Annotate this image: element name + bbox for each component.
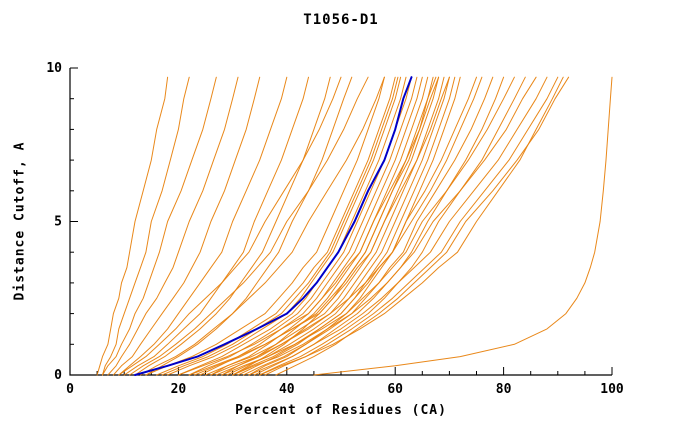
series-model-10: [118, 76, 342, 376]
series-model-23: [215, 76, 445, 376]
series-model-02: [102, 76, 190, 376]
x-tick-label: 80: [496, 382, 512, 397]
x-tick-label: 0: [66, 382, 74, 397]
series-model-11: [129, 76, 369, 376]
series-model-40: [259, 76, 564, 376]
series-highlighted-model: [134, 76, 413, 376]
series-model-33: [259, 76, 526, 376]
series-model-03: [102, 76, 217, 376]
series-model-39-outlier: [313, 76, 613, 376]
series-model-04: [107, 76, 239, 376]
x-tick-label: 20: [171, 382, 187, 397]
y-tick-label: 0: [54, 368, 62, 383]
series-model-15: [167, 76, 402, 376]
y-axis-label: Distance Cutoff, A: [12, 141, 28, 301]
x-tick-label: 40: [279, 382, 295, 397]
series-model-05: [112, 76, 261, 376]
series-model-07: [123, 76, 309, 376]
series-model-42: [194, 76, 437, 376]
y-tick-label: 10: [46, 61, 62, 76]
x-axis-label: Percent of Residues (CA): [235, 403, 447, 418]
series-model-25: [237, 76, 456, 376]
series-model-09: [145, 76, 353, 376]
series-model-19: [210, 76, 423, 376]
series-model-13: [145, 76, 385, 376]
series-model-32: [221, 76, 515, 376]
series-model-18: [199, 76, 418, 376]
series-model-28: [188, 76, 450, 376]
y-tick-label: 5: [54, 215, 62, 230]
series-model-24: [226, 76, 450, 376]
series-model-14: [156, 76, 396, 376]
series-model-17: [188, 76, 412, 376]
series-model-27: [177, 76, 440, 376]
series-model-41: [161, 76, 399, 376]
x-tick-label: 60: [387, 382, 403, 397]
series-model-38: [210, 76, 483, 376]
chart-title: T1056-D1: [303, 12, 379, 28]
series-model-01: [96, 76, 169, 376]
series-model-26: [248, 76, 461, 376]
series-model-22: [205, 76, 440, 376]
series-model-31: [253, 76, 505, 376]
series-model-30: [242, 76, 494, 376]
series-model-36: [264, 76, 559, 376]
series-model-08: [134, 76, 331, 376]
series-model-34: [232, 76, 537, 376]
series-model-20: [221, 76, 429, 376]
series-model-29: [232, 76, 477, 376]
x-tick-label: 100: [600, 382, 624, 397]
series-model-35: [248, 76, 548, 376]
series-model-06: [118, 76, 288, 376]
series-model-12: [140, 76, 385, 376]
